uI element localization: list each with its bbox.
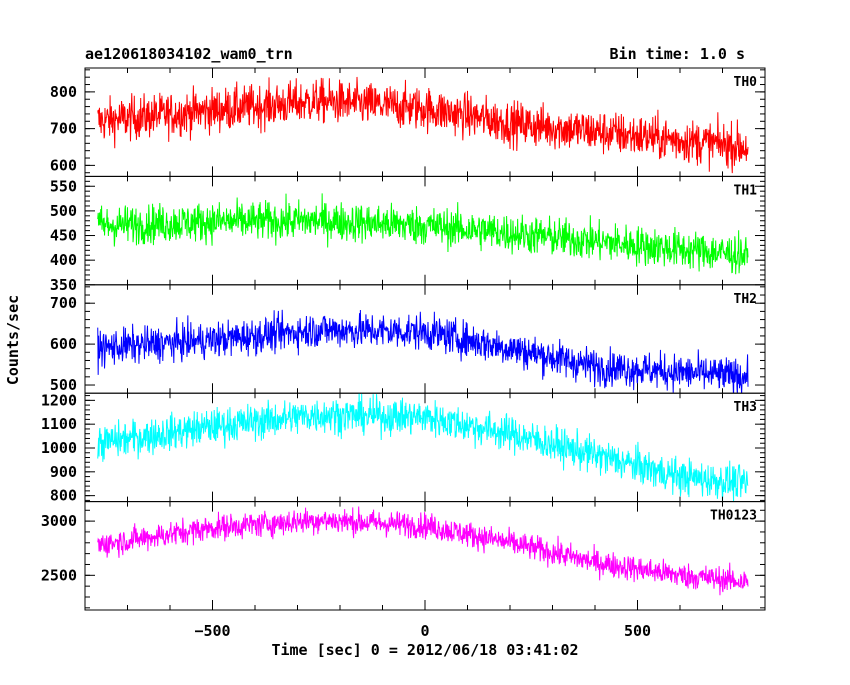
panel-label-th0: TH0 bbox=[734, 75, 758, 90]
panel-label-th1: TH1 bbox=[734, 183, 758, 198]
x-axis-label: Time [sec] 0 = 2012/06/18 03:41:02 bbox=[271, 641, 578, 659]
panel-th0123: 2500 3000 TH0123 bbox=[41, 501, 766, 611]
panel-th1: 350 400 450 500 550 TH1 bbox=[50, 175, 766, 294]
y-tick-label: 600 bbox=[50, 335, 77, 353]
y-tick-label: 500 bbox=[50, 202, 77, 220]
y-tick-label: 800 bbox=[50, 83, 77, 101]
panel-th3: 800 900 1000 1100 1200 TH3 bbox=[41, 391, 766, 505]
x-axis: −500 0 500 bbox=[194, 622, 651, 640]
y-tick-label: 700 bbox=[50, 294, 77, 312]
y-tick-label: 700 bbox=[50, 120, 77, 138]
series-line-th0123 bbox=[97, 506, 749, 596]
y-tick-label: 1100 bbox=[41, 415, 77, 433]
series-line-th2 bbox=[97, 309, 749, 394]
x-tick-label: 500 bbox=[624, 622, 651, 640]
y-tick-label: 1200 bbox=[41, 391, 77, 409]
y-tick-label: 600 bbox=[50, 156, 77, 174]
y-tick-label: 550 bbox=[50, 177, 77, 195]
panel-th2: 500 600 700 TH2 bbox=[50, 284, 766, 394]
y-tick-label: 2500 bbox=[41, 566, 77, 584]
y-tick-label: 3000 bbox=[41, 512, 77, 530]
series-line-th1 bbox=[97, 193, 749, 275]
panel-label-th3: TH3 bbox=[734, 400, 757, 415]
y-tick-label: 900 bbox=[50, 463, 77, 481]
x-tick-label: −500 bbox=[194, 622, 230, 640]
x-tick-label: 0 bbox=[420, 622, 429, 640]
y-tick-label: 800 bbox=[50, 487, 77, 505]
y-tick-label: 1000 bbox=[41, 439, 77, 457]
y-tick-label: 450 bbox=[50, 227, 77, 245]
panel-th0: 600 700 800 TH0 bbox=[50, 67, 766, 177]
panel-label-th2: TH2 bbox=[734, 292, 757, 307]
chart-title: ae120618034102_wam0_trn bbox=[85, 45, 293, 63]
panel-label-th0123: TH0123 bbox=[710, 509, 757, 524]
y-tick-label: 500 bbox=[50, 376, 77, 394]
panels-group: 600 700 800 TH0 350 400 450 500 550 TH1 500 600 700 T… bbox=[41, 67, 766, 611]
series-line-th0 bbox=[97, 76, 749, 174]
y-tick-label: 400 bbox=[50, 251, 77, 269]
y-axis-label: Counts/sec bbox=[4, 295, 22, 385]
bin-time-label: Bin time: 1.0 s bbox=[610, 45, 745, 63]
y-tick-label: 350 bbox=[50, 276, 77, 294]
series-line-th3 bbox=[97, 393, 749, 502]
